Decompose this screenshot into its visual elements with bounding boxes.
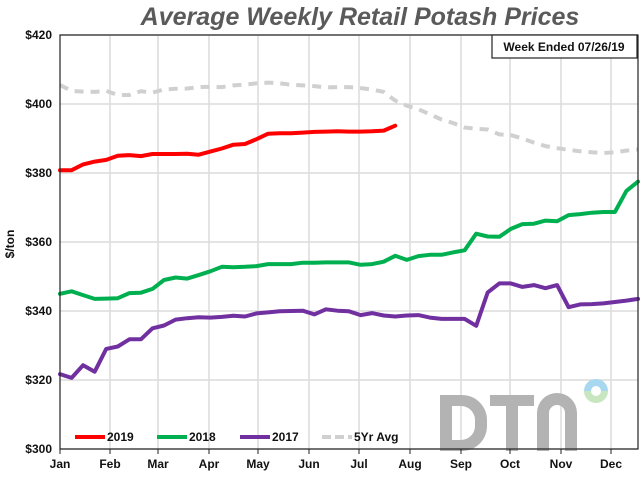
- y-tick-label: $300: [25, 442, 52, 456]
- plot-frame: [59, 34, 639, 450]
- x-tick-label: Aug: [398, 457, 421, 471]
- x-tick-label: Mar: [147, 457, 169, 471]
- x-tick-label: Feb: [99, 457, 120, 471]
- series-lines: [58, 80, 640, 380]
- x-tick-label: Jun: [298, 457, 319, 471]
- y-tick-label: $420: [25, 28, 52, 42]
- series-line-2019: [58, 123, 398, 173]
- x-tick-label: Nov: [550, 457, 573, 471]
- x-tick-label: May: [246, 457, 270, 471]
- series-line-2017: [58, 281, 640, 380]
- legend: 2019 2018 2017 5Yr Avg: [75, 430, 398, 444]
- x-tick-label: Oct: [500, 457, 520, 471]
- x-tick-label: Jul: [350, 457, 367, 471]
- x-tick-label: Apr: [199, 457, 220, 471]
- y-tick-label: $400: [25, 97, 52, 111]
- y-tick-label: $320: [25, 373, 52, 387]
- legend-label: 2019: [107, 430, 134, 444]
- series-line-2018: [58, 179, 640, 301]
- legend-label: 5Yr Avg: [354, 430, 398, 444]
- y-axis-label: $/ton: [3, 230, 17, 259]
- legend-label: 2017: [272, 430, 299, 444]
- chart-title: Average Weekly Retail Potash Prices: [140, 3, 580, 31]
- axes: $300 $320 $340 $360 $380 $400 $420 Jan Feb Mar Apr…: [25, 28, 622, 471]
- y-tick-label: $380: [25, 166, 52, 180]
- grid: [60, 34, 638, 450]
- x-tick-label: Sep: [450, 457, 472, 471]
- x-tick-label: Dec: [600, 457, 622, 471]
- dtn-logo: [440, 379, 608, 451]
- series-line-5yr-avg: [59, 80, 639, 155]
- y-tick-label: $340: [25, 304, 52, 318]
- annotation-box: Week Ended 07/26/19: [491, 34, 638, 59]
- x-tick-label: Jan: [50, 457, 71, 471]
- annotation-text: Week Ended 07/26/19: [503, 40, 625, 54]
- legend-label: 2018: [189, 430, 216, 444]
- y-tick-label: $360: [25, 235, 52, 249]
